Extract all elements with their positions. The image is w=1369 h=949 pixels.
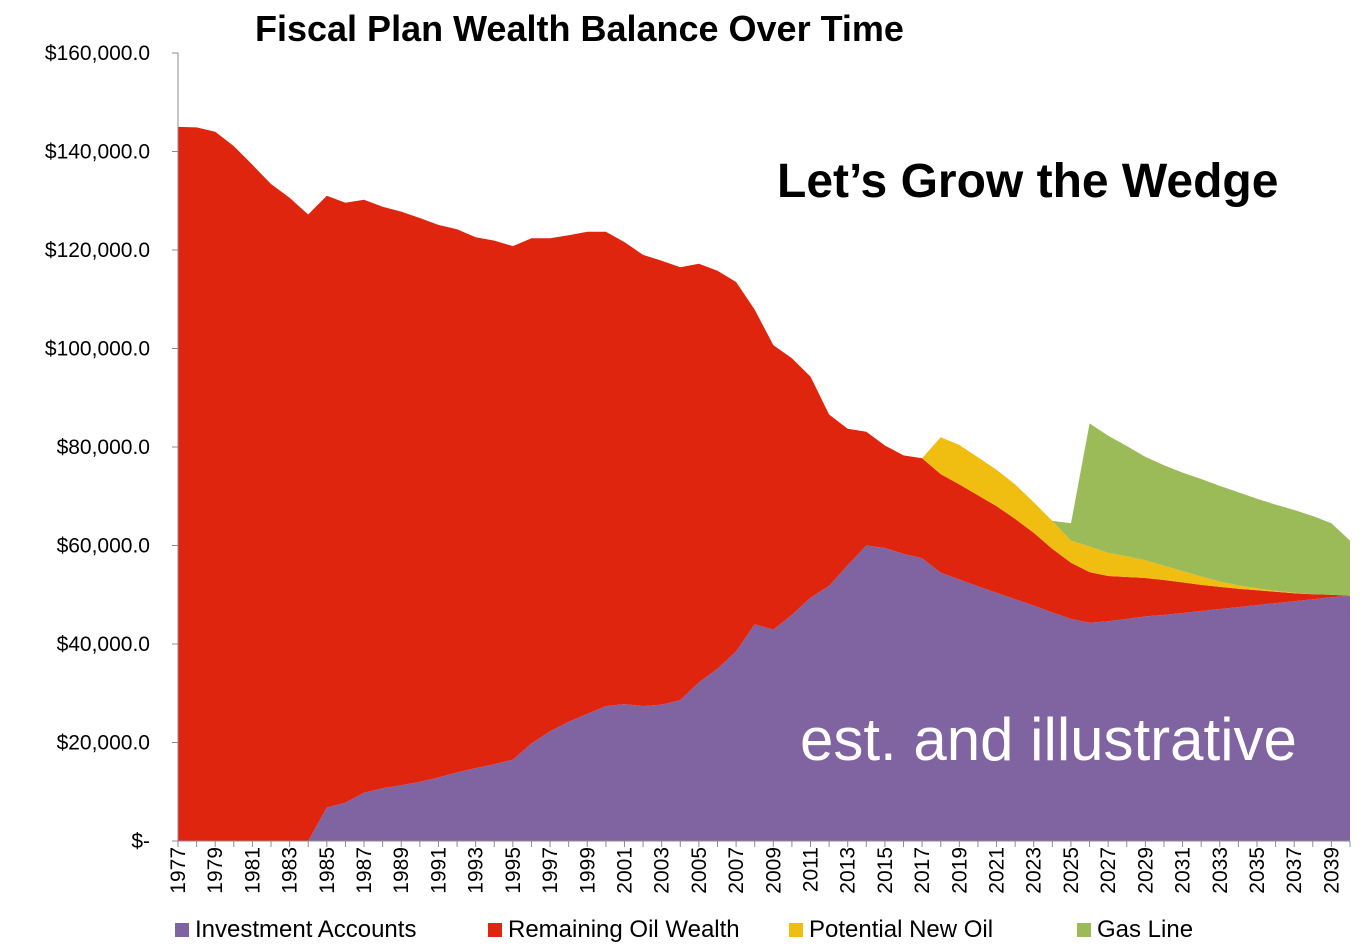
y-tick-label: $160,000.0 [45, 42, 150, 65]
x-tick-label: 2001 [614, 847, 637, 894]
axes-group [172, 52, 1351, 847]
x-tick-label: 2019 [948, 847, 971, 894]
x-tick-label: 1985 [316, 847, 339, 894]
x-tick-label: 1991 [427, 847, 450, 894]
x-tick-label: 1993 [465, 847, 488, 894]
y-tick-labels: $- $20,000.0 $40,000.0 $60,000.0 $80,000.0 $1… [45, 42, 150, 853]
x-tick-labels: 1977 1979 1981 1983 1985 1987 1989 1991 1993 1995… [167, 847, 1343, 894]
x-tick-label: 2029 [1134, 847, 1157, 894]
y-tick-label: $120,000.0 [45, 239, 150, 262]
x-tick-label: 1987 [353, 847, 376, 894]
y-tick-label: $20,000.0 [57, 732, 150, 755]
x-tick-label: 1999 [576, 847, 599, 894]
x-tick-label: 1983 [279, 847, 302, 894]
x-tick-label: 2027 [1097, 847, 1120, 894]
legend-swatch-remaining-oil [488, 923, 502, 937]
x-tick-label: 2031 [1172, 847, 1195, 894]
y-tick-label: $60,000.0 [57, 535, 150, 558]
x-tick-label: 2025 [1060, 847, 1083, 894]
legend-item-investment: Investment Accounts [175, 916, 416, 944]
x-tick-label: 2005 [688, 847, 711, 894]
legend-label-remaining-oil: Remaining Oil Wealth [508, 916, 740, 943]
y-tick-label: $80,000.0 [57, 436, 150, 459]
legend-label-investment: Investment Accounts [195, 916, 417, 943]
x-tick-label: 2015 [874, 847, 897, 894]
legend-swatch-potential-oil [789, 923, 803, 937]
x-tick-label: 2033 [1209, 847, 1232, 894]
legend-item-potential-oil: Potential New Oil [789, 916, 993, 944]
area-series-0 [178, 545, 1350, 841]
chart-title: Fiscal Plan Wealth Balance Over Time [255, 8, 904, 49]
y-tick-label: $- [131, 830, 150, 853]
annotation-illustrative: est. and illustrative [800, 706, 1297, 773]
legend-label-potential-oil: Potential New Oil [809, 916, 994, 943]
x-tick-label: 2035 [1246, 847, 1269, 894]
legend-swatch-gas-line [1077, 923, 1091, 937]
annotation-grow-wedge: Let’s Grow the Wedge [777, 155, 1279, 208]
x-tick-label: 2023 [1023, 847, 1046, 894]
y-tick-label: $40,000.0 [57, 633, 150, 656]
x-tick-label: 2003 [651, 847, 674, 894]
legend-item-gas-line: Gas Line [1077, 916, 1193, 944]
y-tick-label: $100,000.0 [45, 338, 150, 361]
area-series-3 [178, 126, 1350, 596]
x-tick-label: 2009 [762, 847, 785, 894]
x-tick-label: 1979 [204, 847, 227, 894]
x-tick-label: 2039 [1320, 847, 1343, 894]
x-tick-label: 1977 [167, 847, 190, 894]
legend-label-gas-line: Gas Line [1097, 916, 1194, 943]
x-tick-label: 2037 [1283, 847, 1306, 894]
x-tick-label: 2007 [725, 847, 748, 894]
x-tick-label: 1989 [390, 847, 413, 894]
legend-swatch-investment [175, 923, 189, 937]
legend-item-remaining-oil: Remaining Oil Wealth [488, 916, 740, 944]
x-tick-label: 2021 [986, 847, 1009, 894]
area-series-group [178, 126, 1350, 841]
x-tick-label: 1997 [539, 847, 562, 894]
x-tick-label: 2011 [800, 847, 823, 892]
x-tick-label: 2017 [911, 847, 934, 894]
x-tick-label: 1995 [502, 847, 525, 894]
legend: Investment Accounts Remaining Oil Wealth… [0, 916, 1369, 948]
area-series-1 [178, 126, 1350, 841]
x-tick-label: 2013 [837, 847, 860, 894]
y-tick-label: $140,000.0 [45, 141, 150, 164]
x-tick-label: 1981 [241, 847, 264, 894]
